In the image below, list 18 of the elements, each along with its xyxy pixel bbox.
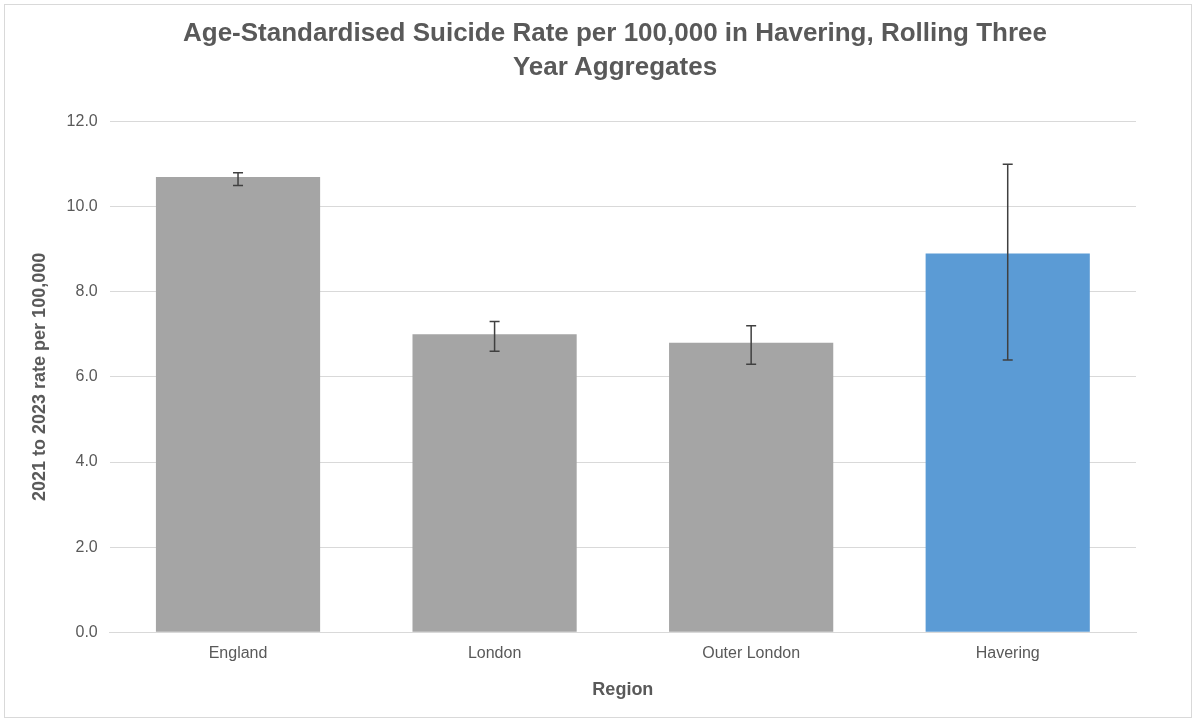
bar bbox=[669, 342, 834, 632]
y-tick-label: 8.0 bbox=[75, 282, 98, 300]
y-tick-label: 4.0 bbox=[75, 452, 98, 470]
x-tick-label: Havering bbox=[975, 644, 1040, 662]
chart-title: Age-Standardised Suicide Rate per 100,000 in Havering, Rolling Three Year Aggregates bbox=[182, 16, 1048, 83]
bar bbox=[155, 176, 321, 632]
x-tick-label: England bbox=[208, 644, 268, 662]
bar bbox=[925, 253, 1090, 632]
y-tick-label: 0.0 bbox=[75, 622, 98, 640]
y-tick-label: 2.0 bbox=[75, 537, 98, 555]
x-tick-label: Outer London bbox=[702, 644, 801, 662]
y-tick-label: 12.0 bbox=[66, 112, 98, 130]
y-axis-title: 2021 to 2023 rate per 100,000 bbox=[28, 252, 49, 501]
x-axis-title: Region bbox=[592, 679, 654, 700]
bar bbox=[412, 334, 577, 632]
x-tick-label: London bbox=[467, 644, 522, 662]
y-tick-label: 10.0 bbox=[66, 197, 98, 215]
y-tick-label: 6.0 bbox=[75, 367, 98, 385]
